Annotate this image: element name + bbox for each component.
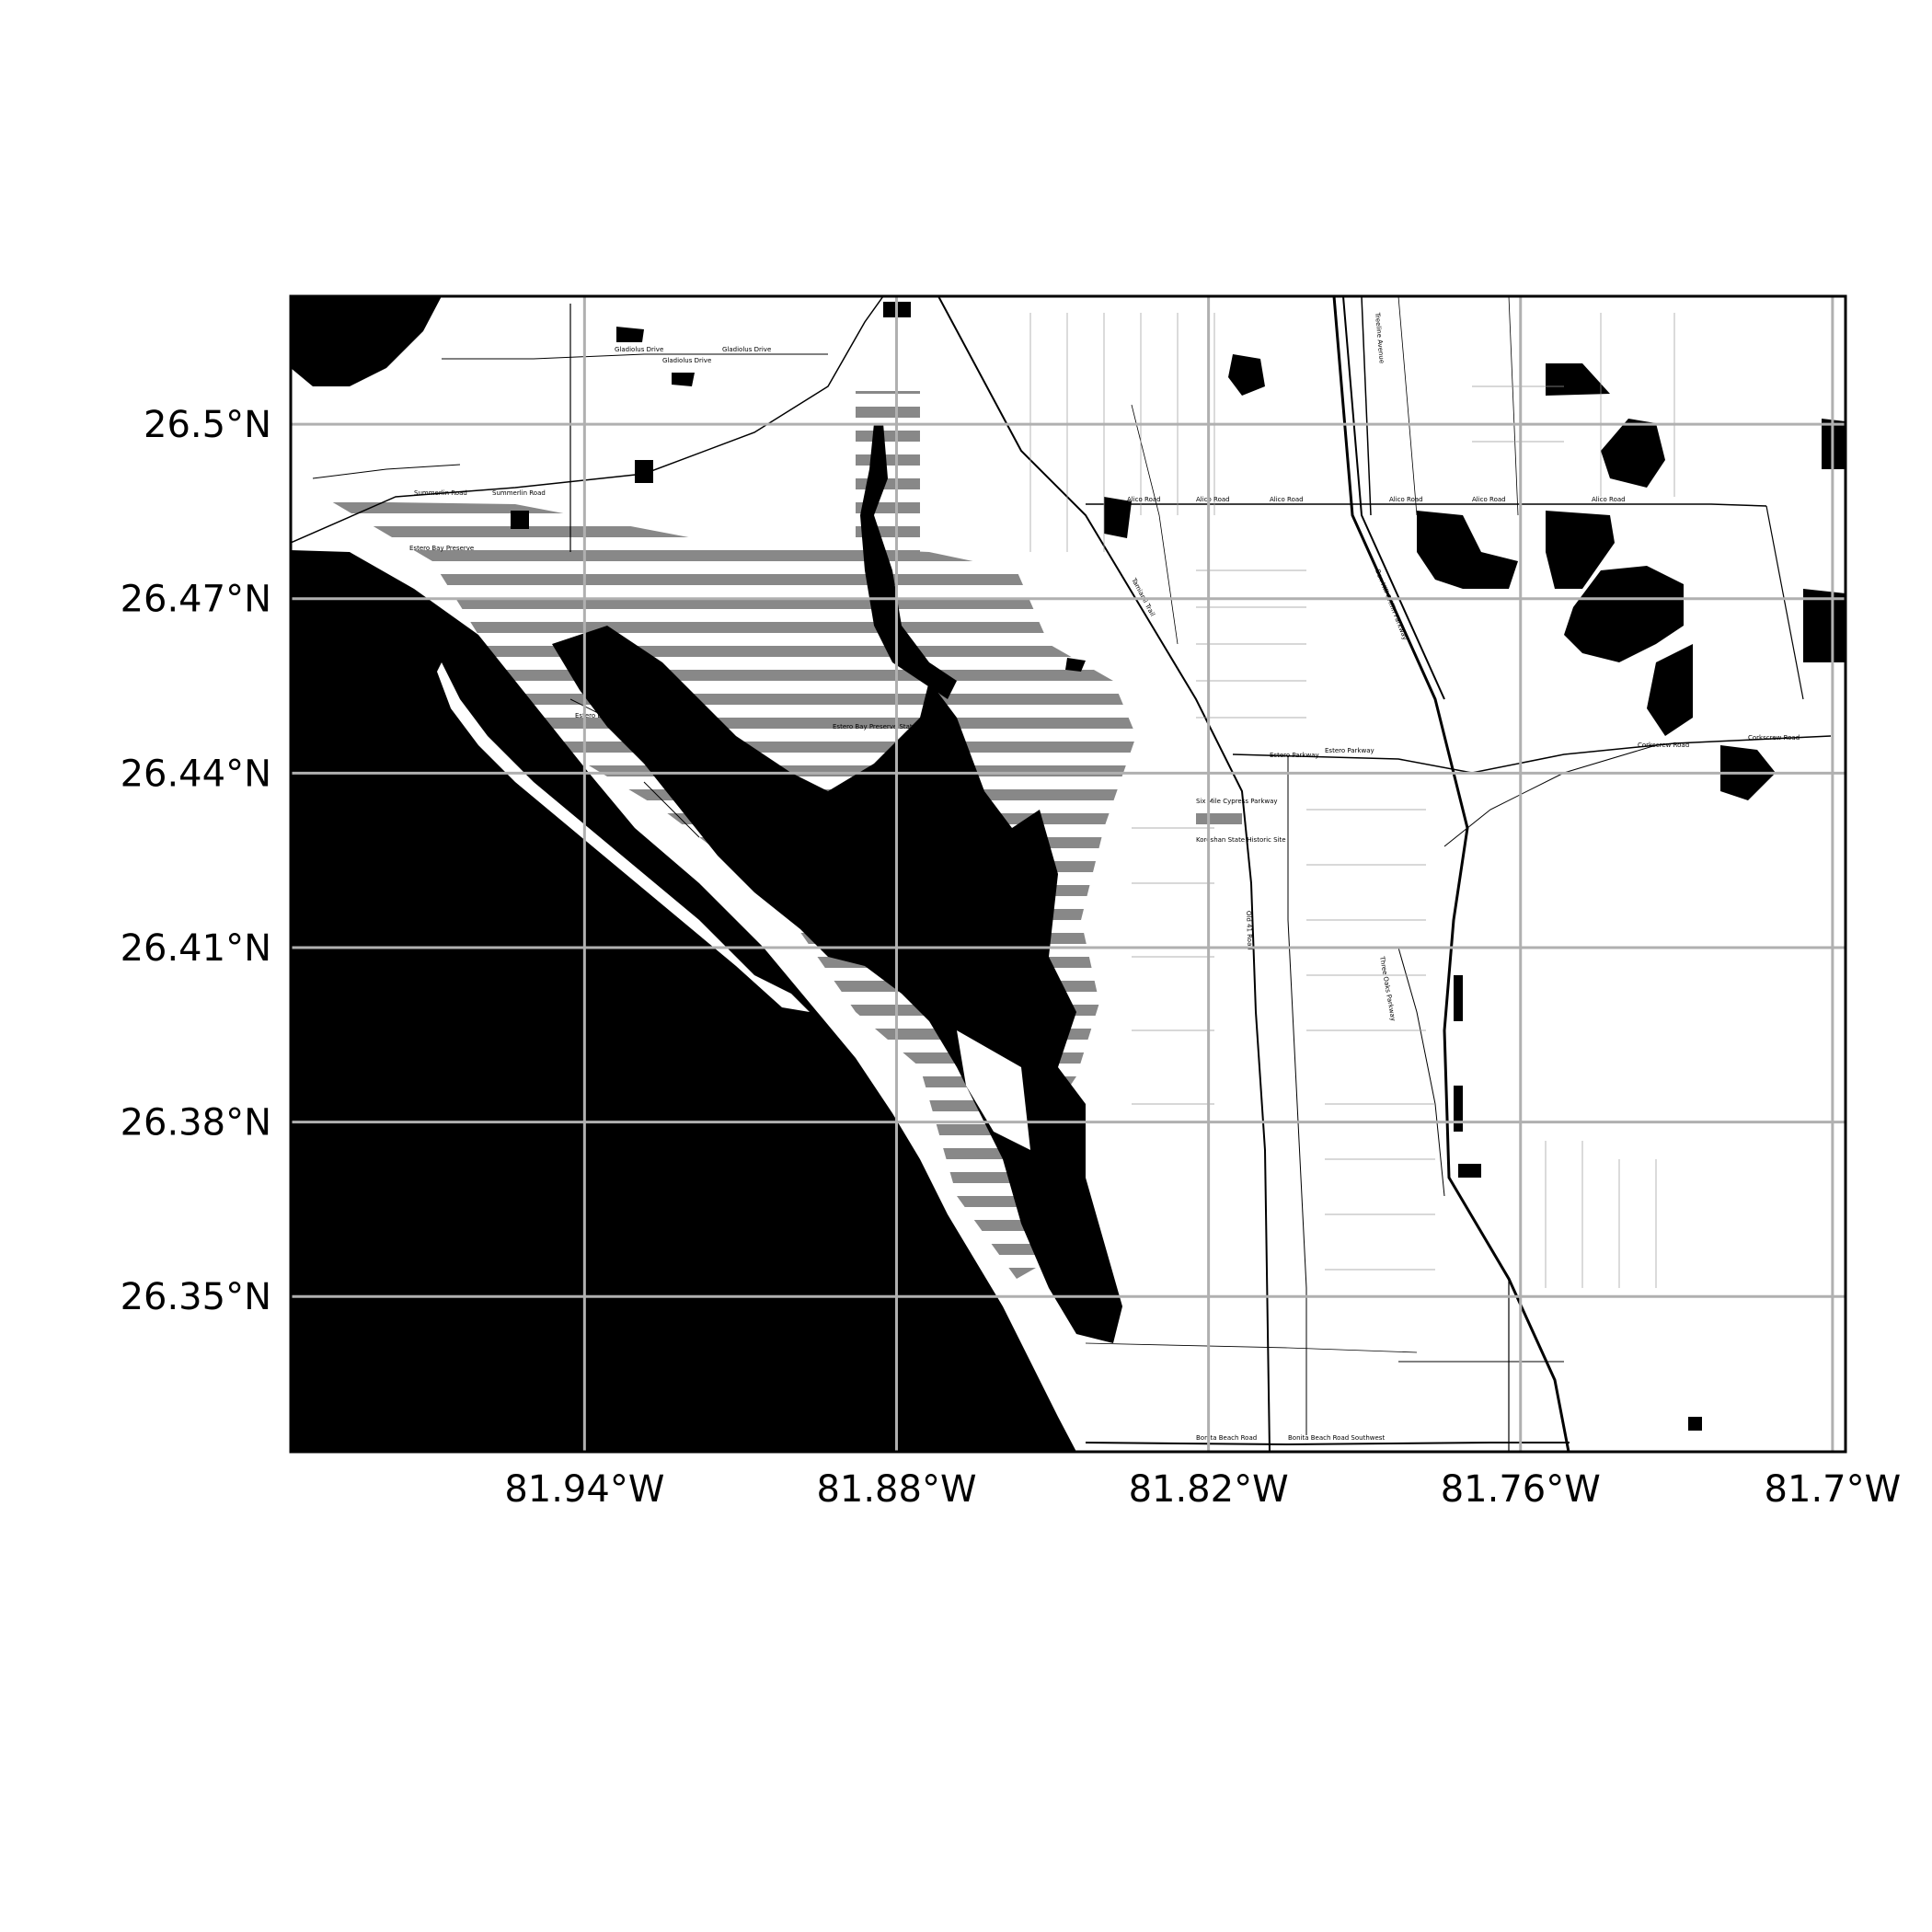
road-label: Estero Parkway: [1270, 752, 1319, 759]
x-tick-label: 81.88°W: [816, 1468, 976, 1511]
road-label: Gladiolus Drive: [662, 357, 711, 364]
map-frame: [289, 294, 1847, 1454]
road-label: Corkscrew Road: [1638, 742, 1689, 749]
road-label: Estero Boulevard: [681, 799, 736, 807]
road-label: Summerlin Road: [414, 489, 467, 497]
x-tick-label: 81.82°W: [1129, 1468, 1289, 1511]
minor-roads: [1029, 313, 1675, 1288]
road-label: Bonita Beach Road Southwest: [1288, 1434, 1385, 1442]
road-label: Summerlin Road: [492, 489, 546, 497]
road-label: Six Mile Cypress Parkway: [1196, 798, 1278, 805]
gulf-water: [291, 550, 1076, 1452]
road-label: Bonita Beach Road: [1196, 1434, 1257, 1442]
estero-river: [860, 423, 957, 699]
road-label: Alico Road: [1472, 496, 1506, 503]
x-tick-label: 81.7°W: [1765, 1468, 1902, 1511]
y-tick-label: 26.5°N: [144, 404, 271, 446]
road-label: Alico Road: [1592, 496, 1626, 503]
estero-bay-water: [552, 626, 1122, 1343]
x-tick-label: 81.76°W: [1441, 1468, 1601, 1511]
y-tick-label: 26.35°N: [121, 1276, 271, 1318]
y-tick-label: 26.38°N: [121, 1102, 271, 1144]
y-tick-label: 26.44°N: [121, 753, 271, 795]
y-axis-tick-labels: 26.35°N 26.38°N 26.41°N 26.44°N 26.47°N …: [121, 404, 271, 1318]
road-label: Alico Road: [1270, 496, 1304, 503]
y-tick-label: 26.47°N: [121, 579, 271, 621]
road-label: Gladiolus Drive: [722, 346, 771, 353]
x-tick-label: 81.94°W: [504, 1468, 664, 1511]
y-tick-label: 26.41°N: [121, 927, 271, 970]
water-bodies: [291, 296, 1122, 1452]
road-label: Old 41 Road: [1245, 911, 1253, 950]
road-network: [291, 296, 1832, 1452]
road-label: Alico Road: [1127, 496, 1161, 503]
road-label: Gladiolus Drive: [615, 346, 663, 353]
road-label: Corkscrew Road: [1748, 734, 1800, 742]
road-label: Alico Road: [1389, 496, 1423, 503]
gridlines: [291, 296, 1846, 1452]
road-label: Estero Parkway: [1325, 747, 1374, 754]
upper-bay-water: [291, 296, 442, 386]
road-label: Estero Bay Preserve: [409, 545, 474, 552]
road-label: Alico Road: [1196, 496, 1230, 503]
road-label: Koreshan State Historic Site: [1196, 836, 1286, 844]
road-label: Estero Bay Preserve State Park: [833, 723, 933, 730]
x-axis-tick-labels: 81.94°W 81.88°W 81.82°W 81.76°W 81.7°W: [504, 1468, 1901, 1511]
road-label: Estero Boulevard: [575, 712, 630, 719]
map-panel: Gladiolus Drive Gladiolus Drive Gladiolu…: [291, 296, 1846, 1452]
